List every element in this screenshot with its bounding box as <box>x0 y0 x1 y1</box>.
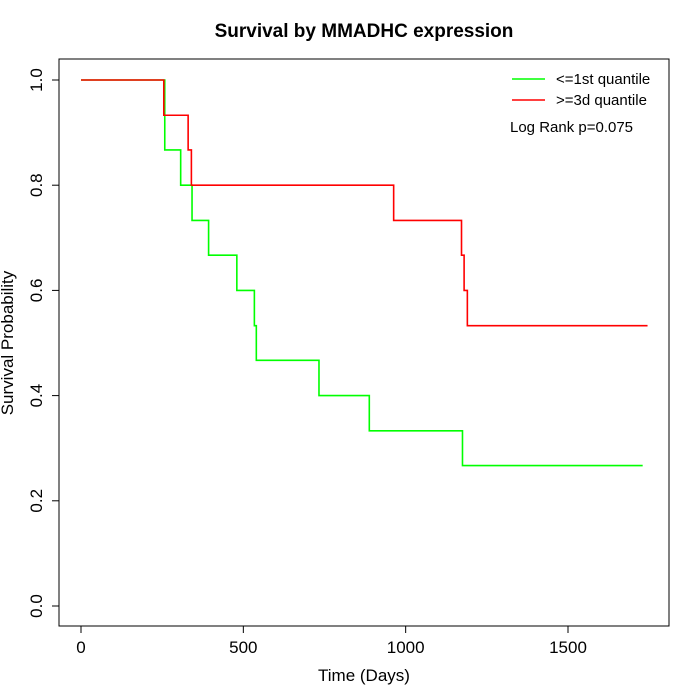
x-tick-label: 1500 <box>549 638 587 657</box>
y-tick-label: 0.6 <box>27 279 46 303</box>
y-tick-label: 0.4 <box>27 384 46 408</box>
series-line-2 <box>81 79 648 327</box>
legend-label: >=3d quantile <box>556 92 647 109</box>
legend-label: <=1st quantile <box>556 71 650 88</box>
y-tick-label: 0.0 <box>27 594 46 618</box>
series-layer <box>81 79 648 467</box>
x-tick-label: 500 <box>229 638 257 657</box>
y-tick-label: 0.2 <box>27 489 46 513</box>
log-rank-annotation: Log Rank p=0.075 <box>510 119 633 136</box>
chart-title: Survival by MMADHC expression <box>215 21 514 42</box>
series-line-1 <box>81 79 643 467</box>
x-tick-label: 0 <box>76 638 85 657</box>
x-tick-label: 1000 <box>387 638 425 657</box>
y-axis-label: Survival Probability <box>0 270 17 415</box>
legend: <=1st quantile >=3d quantile <box>512 71 650 109</box>
y-tick-label: 1.0 <box>27 68 46 92</box>
x-axis-label: Time (Days) <box>318 666 410 685</box>
plot-frame <box>58 58 670 627</box>
y-axis: 0.0 0.2 0.4 0.6 0.8 1.0 <box>27 68 60 618</box>
y-tick-label: 0.8 <box>27 173 46 197</box>
x-axis: 0 500 1000 1500 <box>76 625 587 657</box>
